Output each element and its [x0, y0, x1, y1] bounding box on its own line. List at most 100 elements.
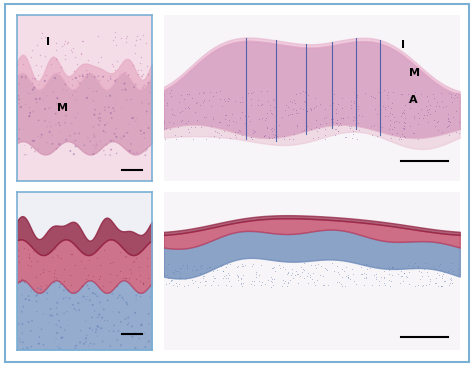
Point [55, 120, 63, 126]
Point [16, 336, 23, 342]
Point [423, 93, 430, 99]
Point [32, 62, 39, 68]
Point [247, 102, 255, 108]
Point [306, 272, 314, 278]
Point [196, 279, 203, 285]
Point [28, 75, 36, 81]
Point [252, 270, 260, 276]
Point [20, 126, 27, 132]
Point [353, 94, 361, 100]
Point [18, 74, 26, 80]
Point [52, 322, 60, 328]
Point [18, 276, 26, 282]
Point [434, 118, 442, 124]
Point [63, 40, 71, 45]
Point [319, 283, 327, 288]
Point [438, 275, 446, 281]
Point [129, 61, 137, 67]
Point [29, 138, 36, 144]
Point [93, 255, 101, 261]
Point [125, 275, 133, 281]
Point [162, 264, 170, 270]
Point [96, 115, 104, 120]
Point [189, 267, 196, 273]
Point [338, 274, 346, 280]
Point [355, 112, 363, 118]
Point [267, 127, 275, 132]
Point [94, 59, 101, 64]
Point [329, 116, 337, 122]
Point [66, 295, 73, 301]
Point [83, 282, 91, 288]
Point [32, 96, 40, 102]
Point [268, 135, 275, 141]
Point [123, 300, 130, 306]
Point [310, 105, 318, 111]
Point [294, 271, 301, 277]
Point [91, 132, 98, 138]
Point [260, 132, 267, 138]
Point [201, 114, 208, 120]
Point [311, 95, 319, 101]
Point [83, 74, 91, 80]
Point [400, 126, 408, 132]
Point [307, 106, 315, 112]
Point [331, 127, 339, 132]
Point [183, 265, 191, 271]
Point [366, 265, 374, 271]
Point [202, 136, 210, 142]
Point [273, 95, 280, 101]
Point [40, 90, 47, 96]
Point [303, 108, 311, 114]
Point [184, 126, 192, 132]
Point [242, 92, 250, 98]
Point [440, 269, 447, 275]
Point [446, 118, 453, 124]
Point [17, 277, 24, 283]
Point [344, 274, 352, 280]
Point [82, 339, 90, 345]
Point [142, 152, 149, 158]
Point [101, 107, 109, 113]
Point [33, 42, 40, 48]
Point [388, 265, 396, 271]
Point [313, 277, 320, 283]
Point [396, 280, 403, 286]
Point [294, 110, 301, 116]
Point [125, 320, 132, 326]
Point [385, 126, 392, 132]
Point [418, 273, 426, 279]
Point [198, 265, 205, 270]
Point [113, 283, 121, 289]
Point [388, 264, 395, 269]
Point [61, 38, 69, 44]
Point [66, 148, 74, 154]
Point [166, 280, 173, 286]
Point [398, 273, 406, 279]
Point [324, 282, 332, 288]
Point [343, 273, 350, 279]
Point [350, 278, 358, 284]
Point [79, 38, 86, 44]
Point [121, 316, 129, 322]
Point [96, 299, 104, 305]
Point [53, 275, 60, 281]
Point [44, 249, 51, 255]
Point [252, 269, 260, 275]
Point [284, 269, 292, 275]
Point [72, 97, 80, 102]
Point [329, 119, 337, 125]
Point [303, 273, 311, 279]
Point [258, 101, 265, 107]
Point [95, 324, 102, 330]
Point [134, 122, 142, 128]
Point [424, 98, 432, 104]
Point [345, 275, 352, 281]
Point [18, 321, 26, 327]
Point [71, 131, 79, 137]
Point [322, 113, 330, 119]
Point [176, 274, 183, 280]
Point [19, 61, 27, 67]
Point [52, 267, 59, 273]
Point [91, 308, 99, 314]
